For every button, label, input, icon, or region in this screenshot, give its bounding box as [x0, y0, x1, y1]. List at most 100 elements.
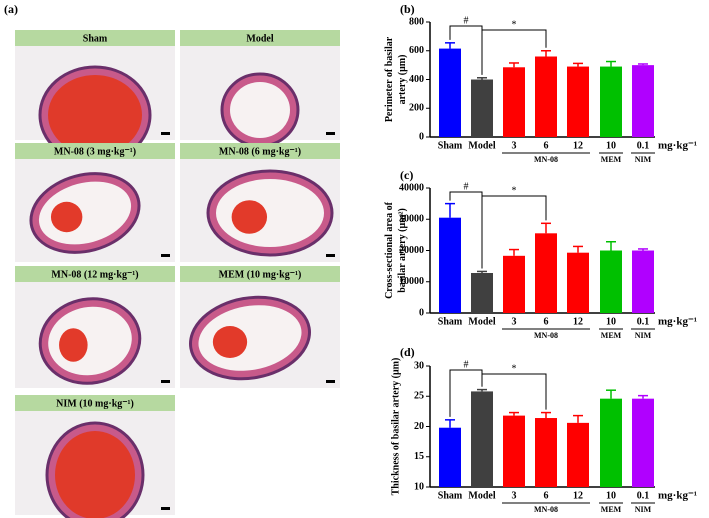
header-band: [15, 30, 175, 46]
micrograph: MN-08 (3 mg·kg⁻¹): [15, 143, 175, 262]
sig-annotation: *: [512, 363, 517, 374]
x-tick-label: Model: [468, 140, 495, 151]
bar: [503, 67, 525, 137]
bar: [471, 79, 493, 137]
micrograph-label: MN-08 (3 mg·kg⁻¹): [54, 146, 136, 157]
y-tick-label: 25: [414, 391, 424, 402]
x-tick-label: 0.1: [637, 490, 650, 501]
blood: [50, 201, 83, 233]
x-tick-label: 6: [544, 490, 549, 501]
sig-annotation: *: [512, 19, 517, 30]
group-label: NIM: [635, 331, 652, 340]
y-tick-label: 400: [409, 74, 424, 85]
x-tick-label: 12: [573, 140, 583, 151]
x-tick-label: Model: [468, 490, 495, 501]
y-tick-label: 30: [414, 360, 424, 371]
sig-annotation: #: [464, 15, 469, 26]
header-band: [15, 266, 175, 282]
vessel-lumen: [48, 75, 142, 155]
header-band: [180, 30, 340, 46]
micrograph-label: MN-08 (6 mg·kg⁻¹): [219, 146, 301, 157]
bar: [600, 66, 622, 137]
y-axis-label: Thickness of basilar artery (μm): [390, 358, 401, 496]
y-tick-label: 10000: [399, 276, 424, 287]
bar: [439, 217, 461, 313]
micrograph: Sham: [15, 30, 175, 165]
micrograph: MN-08 (12 mg·kg⁻¹): [15, 266, 175, 388]
vessel-lumen: [230, 82, 290, 138]
x-tick-label: 3: [512, 140, 517, 151]
micrograph: NIM (10 mg·kg⁻¹): [15, 395, 175, 518]
bar: [471, 273, 493, 313]
bar: [600, 250, 622, 313]
group-label: MEM: [601, 505, 622, 514]
scale-bar: [326, 254, 335, 257]
blood: [212, 326, 248, 358]
bar: [632, 398, 654, 487]
y-tick-label: 20: [414, 421, 424, 432]
sig-annotation: #: [464, 359, 469, 370]
y-tick-label: 200: [409, 103, 424, 114]
x-tick-label: Sham: [438, 490, 463, 501]
blood: [59, 328, 88, 362]
group-label: MN-08: [534, 155, 558, 164]
sig-annotation: *: [512, 185, 517, 196]
y-tick-label: 10: [414, 481, 424, 492]
y-tick-label: 0: [419, 131, 424, 142]
x-tick-label: 3: [512, 316, 517, 327]
group-label: NIM: [635, 505, 652, 514]
y-tick-label: 600: [409, 45, 424, 56]
x-tick-label: Model: [468, 316, 495, 327]
unit-label: mg·kg⁻¹: [658, 490, 697, 502]
scale-bar: [161, 507, 170, 510]
unit-label: mg·kg⁻¹: [658, 316, 697, 328]
x-tick-label: 10: [606, 140, 616, 151]
x-tick-label: 0.1: [637, 140, 650, 151]
x-tick-label: 6: [544, 140, 549, 151]
scale-bar: [161, 380, 170, 383]
panel-label: (b): [400, 2, 415, 16]
bar: [567, 252, 589, 313]
panel-label: (d): [400, 345, 415, 359]
unit-label: mg·kg⁻¹: [658, 140, 697, 152]
scale-bar: [161, 132, 170, 135]
y-axis-label: artery (μm): [397, 55, 408, 105]
micrograph-label: MEM (10 mg·kg⁻¹): [219, 269, 302, 280]
micrograph-label: MN-08 (12 mg·kg⁻¹): [51, 269, 138, 280]
scale-bar: [326, 380, 335, 383]
sig-bracket: [481, 373, 547, 410]
bar: [503, 415, 525, 487]
bar: [535, 233, 557, 313]
group-label: MEM: [601, 155, 622, 164]
micrograph-label: Sham: [83, 33, 108, 44]
x-tick-label: 3: [512, 490, 517, 501]
panel-label: (c): [400, 168, 413, 182]
bar: [439, 48, 461, 137]
x-tick-label: 12: [573, 490, 583, 501]
micrograph: Model: [180, 30, 340, 148]
bar: [535, 56, 557, 137]
bar: [535, 418, 557, 487]
blood: [231, 200, 268, 234]
bar: [567, 422, 589, 487]
x-tick-label: Sham: [438, 316, 463, 327]
micrograph: MN-08 (6 mg·kg⁻¹): [180, 143, 340, 262]
micrograph: MEM (10 mg·kg⁻¹): [180, 266, 340, 388]
y-tick-label: 15: [414, 451, 424, 462]
y-axis-label: Perimeter of basilar: [384, 36, 395, 122]
group-label: MN-08: [534, 505, 558, 514]
y-tick-label: 0: [419, 307, 424, 318]
y-axis-label: basilar artery (μm²): [397, 208, 408, 293]
y-tick-label: 800: [409, 16, 424, 27]
bar: [632, 65, 654, 137]
x-tick-label: 10: [606, 490, 616, 501]
vessel-lumen: [55, 431, 135, 518]
y-tick-label: 20000: [399, 245, 424, 256]
x-tick-label: 10: [606, 316, 616, 327]
y-axis-label: Cross-sectional area of: [384, 201, 395, 299]
bar: [471, 391, 493, 487]
bar: [600, 398, 622, 487]
scale-bar: [161, 254, 170, 257]
header-band: [180, 143, 340, 159]
